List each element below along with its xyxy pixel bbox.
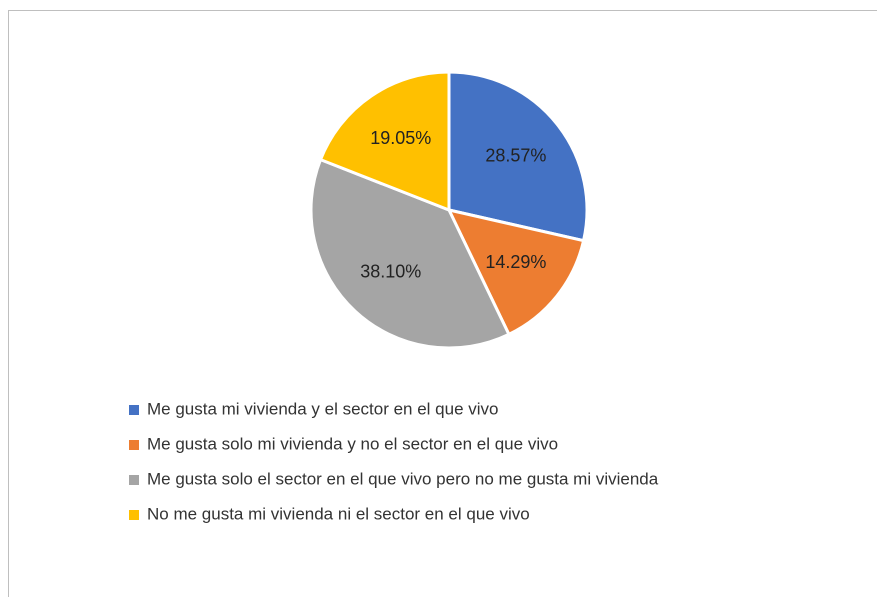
pie-slice <box>447 70 589 243</box>
pie: 28.57% 14.29% 38.10% 19.05% <box>309 70 589 350</box>
legend-swatch <box>129 510 139 520</box>
pie-slice <box>318 70 451 213</box>
data-label: 28.57% <box>485 145 546 165</box>
pie-slice <box>446 207 586 337</box>
legend-swatch <box>129 440 139 450</box>
legend-label: Me gusta solo mi vivienda y no el sector… <box>147 434 558 453</box>
legend-label: Me gusta mi vivienda y el sector en el q… <box>147 399 499 418</box>
data-label: 14.29% <box>485 252 546 272</box>
legend-label: No me gusta mi vivienda ni el sector en … <box>147 504 530 523</box>
pie-slice <box>309 157 511 350</box>
data-label: 19.05% <box>370 128 431 148</box>
legend-label: Me gusta solo el sector en el que vivo p… <box>147 469 659 488</box>
legend: Me gusta mi vivienda y el sector en el q… <box>129 399 659 523</box>
legend-swatch <box>129 475 139 485</box>
legend-swatch <box>129 405 139 415</box>
data-label: 38.10% <box>360 261 421 281</box>
